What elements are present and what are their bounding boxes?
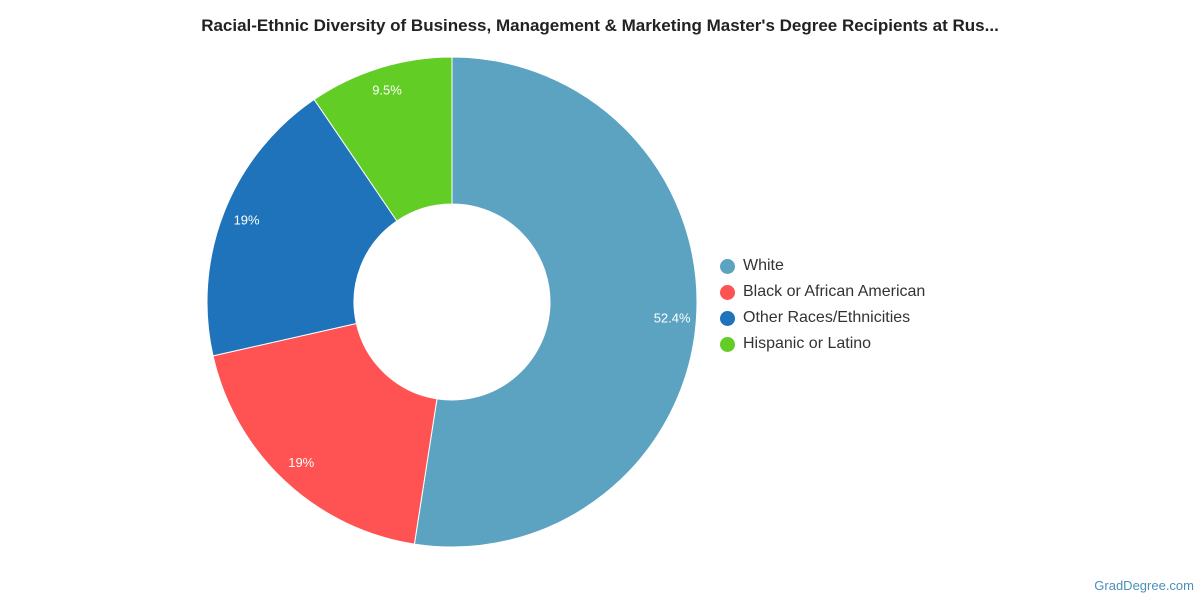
slice-label: 19% [234, 212, 260, 227]
legend-swatch [720, 336, 735, 352]
legend: White Black or African American Other Race… [720, 253, 925, 357]
legend-swatch [720, 258, 735, 274]
legend-item[interactable]: Other Races/Ethnicities [720, 305, 925, 331]
legend-item[interactable]: White [720, 253, 925, 279]
slice-other-races-ethnicities[interactable] [206, 98, 398, 357]
legend-swatch [720, 284, 735, 300]
legend-swatch [720, 310, 735, 326]
legend-label: Other Races/Ethnicities [743, 309, 911, 326]
slice-black-or-african-american[interactable] [212, 322, 438, 545]
legend-label: Hispanic or Latino [743, 335, 872, 352]
legend-item[interactable]: Hispanic or Latino [720, 331, 925, 357]
legend-item[interactable]: Black or African American [720, 279, 925, 305]
slice-label: 9.5% [372, 82, 402, 97]
chart-title: Racial-Ethnic Diversity of Business, Man… [201, 16, 999, 35]
legend-label: Black or African American [743, 283, 926, 300]
slice-label: 19% [288, 455, 314, 470]
slice-label: 52.4% [654, 310, 691, 325]
legend-label: White [743, 257, 784, 274]
watermark[interactable]: GradDegree.com [1094, 578, 1194, 593]
slice-hispanic-or-latino[interactable] [313, 56, 453, 222]
slice-white[interactable] [413, 56, 698, 548]
